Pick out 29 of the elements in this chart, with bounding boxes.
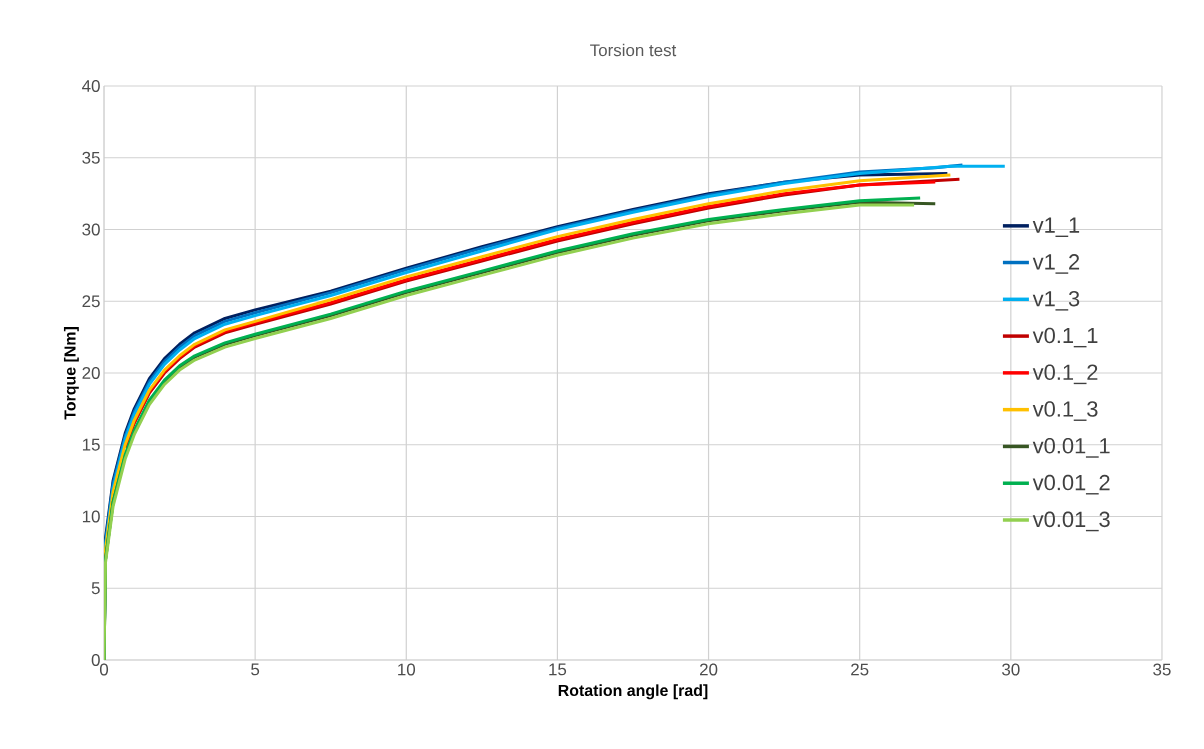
y-tick-label: 10 [82, 510, 100, 523]
legend-label: v1_1 [1032, 217, 1080, 238]
y-tick-label: 5 [91, 582, 100, 595]
x-tick-label: 15 [549, 663, 567, 676]
y-tick-label: 40 [82, 79, 100, 92]
x-tick-label: 25 [851, 663, 869, 676]
legend-label: v0.01_1 [1032, 438, 1110, 458]
legend-label: v0.01_2 [1032, 474, 1110, 495]
legend-label: v0.1_1 [1032, 327, 1098, 348]
y-tick-label: 25 [82, 295, 100, 308]
y-tick-label: 15 [82, 438, 100, 451]
y-tick-label: 0 [91, 653, 100, 666]
x-axis-title: Rotation angle [rad] [558, 684, 708, 700]
y-tick-label: 35 [82, 151, 100, 164]
y-tick-label: 30 [82, 223, 100, 236]
x-tick-label: 30 [1002, 663, 1020, 676]
legend-label: v0.1_2 [1032, 364, 1098, 385]
chart-title: Torsion test [590, 43, 677, 57]
legend-label: v0.1_3 [1032, 401, 1098, 421]
y-tick-label: 20 [82, 366, 100, 379]
legend-label: v1_2 [1032, 254, 1080, 274]
y-axis-title: Torque [Nm] [63, 327, 79, 420]
x-tick-label: 10 [398, 663, 416, 676]
x-tick-label: 35 [1153, 663, 1171, 676]
legend-label: v1_3 [1032, 290, 1080, 311]
x-tick-label: 0 [99, 663, 109, 676]
legend-label: v0.01_3 [1032, 511, 1110, 532]
x-tick-label: 20 [700, 663, 718, 676]
x-tick-label: 5 [251, 663, 260, 676]
